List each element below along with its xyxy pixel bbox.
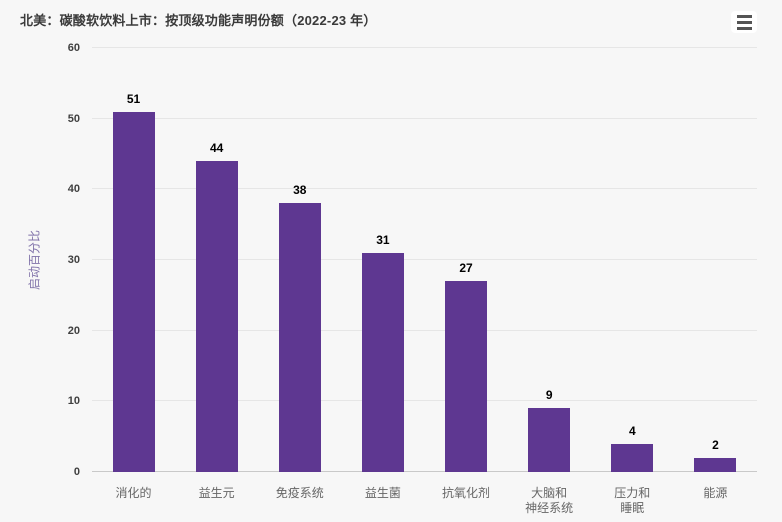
data-label: 27 <box>459 261 473 276</box>
x-axis-label: 免疫系统 <box>275 486 324 500</box>
category-cell: 2 <box>674 48 757 472</box>
x-axis-label: 压力和 睡眠 <box>614 486 651 515</box>
x-axis-line <box>92 471 757 472</box>
bar-5[interactable] <box>528 408 571 472</box>
gridline <box>92 47 757 48</box>
data-label: 44 <box>210 141 224 156</box>
y-axis-tick-label: 20 <box>67 324 80 337</box>
bar-3[interactable] <box>361 252 404 472</box>
y-axis-tick-label: 60 <box>67 42 80 54</box>
gridline <box>92 117 757 119</box>
x-axis-label: 大脑和 神经系统 <box>525 486 574 515</box>
category-cell: 9 <box>508 48 591 472</box>
category-cell: 44 <box>175 48 258 472</box>
x-axis-label: 能源 <box>703 486 728 500</box>
x-axis-labels: 消化的 益生元 免疫系统 益生菌 抗氧化剂 大脑和 神经系统 压力和 睡眠 能源 <box>92 486 757 520</box>
bar-1[interactable] <box>195 161 238 472</box>
category-cell: 51 <box>92 48 175 472</box>
data-label: 38 <box>293 183 307 198</box>
category-cell: 31 <box>341 48 424 472</box>
category-cell: 38 <box>258 48 341 472</box>
bar-7[interactable] <box>694 457 737 472</box>
gridline <box>92 400 757 402</box>
data-label: 51 <box>126 91 141 106</box>
bar-2[interactable] <box>278 203 321 472</box>
bar-4[interactable] <box>445 281 488 472</box>
category-cell: 27 <box>425 48 508 472</box>
plot-area: 51 44 38 31 27 9 4 2 <box>92 47 757 472</box>
data-label: 2 <box>712 437 719 452</box>
bar-6[interactable] <box>611 443 654 472</box>
data-label: 9 <box>545 388 553 403</box>
category-cell: 4 <box>591 48 674 472</box>
bar-0[interactable] <box>112 111 155 472</box>
data-label: 4 <box>628 423 636 438</box>
y-axis-tick-label: 10 <box>67 395 80 408</box>
gridline <box>92 188 757 190</box>
y-axis-tick-label: 30 <box>67 254 80 266</box>
chart-title: 北美：碳酸软饮料上市：按顶级功能声明份额（2022-23 年） <box>20 13 377 28</box>
chart-context-menu-button[interactable] <box>731 11 757 33</box>
x-axis-label: 益生菌 <box>364 486 401 500</box>
x-axis-label: 益生元 <box>198 486 235 500</box>
y-axis-tick-label: 40 <box>67 183 80 196</box>
x-axis-label: 消化的 <box>115 486 152 500</box>
y-axis-tick-labels: 0 10 20 30 40 50 60 <box>0 42 80 478</box>
gridline <box>92 329 757 331</box>
y-axis-tick-label: 0 <box>73 466 80 478</box>
data-label: 31 <box>376 232 390 247</box>
hamburger-icon <box>736 14 752 30</box>
gridline <box>92 259 757 260</box>
y-axis-tick-label: 50 <box>67 112 80 125</box>
x-axis-label: 抗氧化剂 <box>442 486 491 500</box>
